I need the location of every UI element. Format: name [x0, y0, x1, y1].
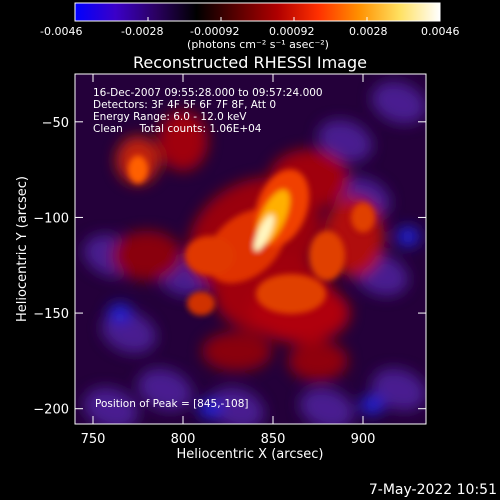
- x-axis: 750 800 850 900: [81, 74, 376, 447]
- annotation-detectors: Detectors: 3F 4F 5F 6F 7F 8F, Att 0: [93, 99, 276, 111]
- annotation-clean-counts: Clean Total counts: 1.06E+04: [93, 123, 262, 135]
- heatmap-blob-bright: [128, 155, 148, 184]
- heatmap-blob-bright: [351, 202, 375, 233]
- peak-position-label: Position of Peak = [845,-108]: [95, 398, 249, 410]
- heatmap-blob-negative: [299, 387, 355, 424]
- annotation-energy-range: Energy Range: 6.0 - 12.0 keV: [93, 111, 247, 123]
- heatmap-blob-bright: [185, 235, 235, 276]
- colorbar-tick-0: -0.0046: [40, 25, 82, 38]
- y-tick-label: −200: [33, 403, 69, 418]
- x-tick-label: 750: [81, 432, 106, 447]
- y-tick-label: −100: [33, 211, 69, 226]
- y-axis: −50 −100 −150 −200: [33, 116, 426, 418]
- heatmap-blob-emission: [112, 230, 182, 281]
- heatmap-blob-negative-peak: [396, 226, 420, 247]
- chart-title: Reconstructed RHESSI Image: [133, 53, 367, 72]
- heatmap-blob-negative: [317, 119, 373, 163]
- colorbar-unit-label: (photons cm⁻² s⁻¹ asec⁻²): [187, 38, 329, 51]
- annotation-time-range: 16-Dec-2007 09:55:28.000 to 09:57:24.000: [93, 87, 323, 99]
- colorbar-tick-2: -0.00092: [190, 25, 239, 38]
- x-tick-label: 900: [351, 432, 376, 447]
- heatmap-blob-emission: [202, 331, 272, 372]
- colorbar-ticks: [74, 17, 441, 21]
- heatmap-blob-bright: [187, 291, 215, 316]
- colorbar-tick-1: -0.0028: [121, 25, 163, 38]
- colorbar-tick-5: 0.0046: [421, 25, 460, 38]
- colorbar-tick-3: 0.00092: [269, 25, 315, 38]
- heatmap-blob-negative: [371, 368, 426, 411]
- heatmap-blob-negative: [137, 368, 193, 411]
- y-tick-label: −50: [42, 116, 69, 131]
- heatmap-blob-negative-peak: [360, 394, 384, 415]
- heatmap-blob-bright: [256, 273, 326, 314]
- colorbar-bar: [74, 2, 441, 22]
- colorbar: -0.0046 -0.0028 -0.00092 0.00092 0.0028 …: [40, 2, 460, 51]
- observation-info: 16-Dec-2007 09:55:28.000 to 09:57:24.000…: [93, 87, 323, 135]
- heatmap-blob-emission: [158, 110, 208, 171]
- heatmap-peak: [253, 214, 275, 252]
- heatmap-blob-negative-peak: [108, 303, 132, 324]
- colorbar-tick-4: 0.0028: [349, 25, 388, 38]
- x-axis-label: Heliocentric X (arcsec): [177, 447, 324, 462]
- heatmap-blob-negative: [371, 81, 426, 124]
- footer-timestamp: 7-May-2022 10:51: [369, 482, 497, 498]
- heatmap-blob-negative-peak: [198, 398, 222, 419]
- heatmap-blob-negative: [209, 387, 265, 424]
- plot-frame: [74, 73, 427, 425]
- heatmap-blob-bright: [309, 230, 345, 281]
- heatmap-blob-negative: [83, 387, 139, 424]
- heatmap-blob-emission: [288, 340, 348, 381]
- x-tick-label: 850: [261, 432, 286, 447]
- plot-area: [75, 74, 426, 424]
- y-axis-label: Heliocentric Y (arcsec): [15, 176, 30, 322]
- y-tick-label: −150: [33, 307, 69, 322]
- heatmap-blobs-core: [128, 155, 375, 316]
- x-tick-label: 800: [171, 432, 196, 447]
